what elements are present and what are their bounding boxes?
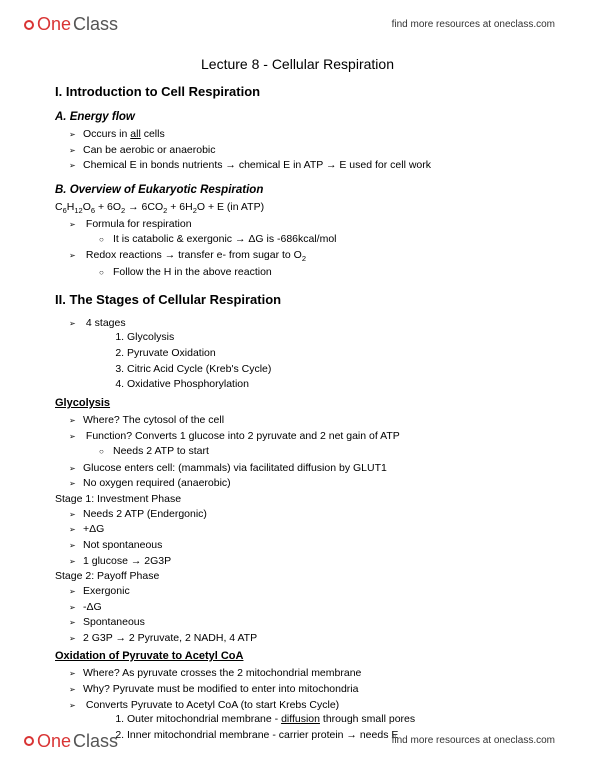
list-item: 1 glucose → 2G3P (83, 554, 540, 570)
list-item-text: Formula for respiration (86, 218, 192, 230)
respiration-formula: C6H12O6 + 6O2 → 6CO2 + 6H2O + E (in ATP) (55, 200, 540, 217)
list-item: Spontaneous (83, 615, 540, 631)
list-item: Redox reactions → transfer e- from sugar… (83, 248, 540, 281)
document-body: Lecture 8 - Cellular Respiration I. Intr… (0, 45, 595, 744)
section-1a-list: Occurs in all cells Can be aerobic or an… (83, 127, 540, 174)
brand-part1: One (37, 729, 71, 754)
section-1b-list: Formula for respiration It is catabolic … (83, 217, 540, 282)
list-item: Chemical E in bonds nutrients → chemical… (83, 158, 540, 174)
numbered-item: Oxidative Phosphorylation (127, 377, 540, 393)
list-item-text: 4 stages (86, 317, 126, 329)
sublist-item: It is catabolic & exergonic → ΔG is -686… (113, 232, 540, 248)
section-1b-heading: B. Overview of Eukaryotic Respiration (55, 182, 540, 198)
list-item-text: Function? Converts 1 glucose into 2 pyru… (86, 430, 400, 442)
section-1a-heading: A. Energy flow (55, 109, 540, 125)
list-item: Why? Pyruvate must be modified to enter … (83, 682, 540, 698)
glyco-stage1-label: Stage 1: Investment Phase (55, 492, 540, 507)
list-item: Exergonic (83, 584, 540, 600)
list-item: 2 G3P → 2 Pyruvate, 2 NADH, 4 ATP (83, 631, 540, 647)
numbered-item: Pyruvate Oxidation (127, 346, 540, 362)
brand-logo: OneClass (24, 12, 118, 37)
glyco-stage2-list: Exergonic -ΔG Spontaneous 2 G3P → 2 Pyru… (83, 584, 540, 647)
list-item: No oxygen required (anaerobic) (83, 476, 540, 492)
logo-circle-icon (24, 20, 34, 30)
sublist-item: Needs 2 ATP to start (113, 444, 540, 460)
sublist-item: Follow the H in the above reaction (113, 265, 540, 281)
stages-intro-list: 4 stages Glycolysis Pyruvate Oxidation C… (83, 316, 540, 394)
oxidation-heading: Oxidation of Pyruvate to Acetyl CoA (55, 649, 540, 664)
footer-tagline: find more resources at oneclass.com (392, 734, 555, 748)
list-item: Where? As pyruvate crosses the 2 mitocho… (83, 666, 540, 682)
list-item: +ΔG (83, 522, 540, 538)
glyco-stage1-list: Needs 2 ATP (Endergonic) +ΔG Not spontan… (83, 507, 540, 570)
list-item: Needs 2 ATP (Endergonic) (83, 507, 540, 523)
page-header: OneClass find more resources at oneclass… (0, 0, 595, 45)
list-item: Function? Converts 1 glucose into 2 pyru… (83, 429, 540, 460)
numbered-item: Citric Acid Cycle (Kreb's Cycle) (127, 362, 540, 378)
list-item: Occurs in all cells (83, 127, 540, 143)
glycolysis-heading: Glycolysis (55, 396, 540, 411)
brand-logo-footer: OneClass (24, 729, 118, 754)
glyco-stage2-label: Stage 2: Payoff Phase (55, 569, 540, 584)
list-item: -ΔG (83, 600, 540, 616)
section-2-heading: II. The Stages of Cellular Respiration (55, 291, 540, 309)
glycolysis-list: Where? The cytosol of the cell Function?… (83, 413, 540, 491)
brand-part2: Class (73, 729, 118, 754)
page-footer: OneClass find more resources at oneclass… (0, 717, 595, 762)
document-title: Lecture 8 - Cellular Respiration (55, 55, 540, 75)
list-item: 4 stages Glycolysis Pyruvate Oxidation C… (83, 316, 540, 394)
brand-part1: One (37, 12, 71, 37)
logo-circle-icon (24, 736, 34, 746)
list-item: Formula for respiration It is catabolic … (83, 217, 540, 248)
list-item-text: Redox reactions → transfer e- from sugar… (86, 249, 306, 261)
list-item-text: Converts Pyruvate to Acetyl CoA (to star… (86, 699, 339, 711)
list-item: Can be aerobic or anaerobic (83, 143, 540, 159)
list-item: Not spontaneous (83, 538, 540, 554)
brand-part2: Class (73, 12, 118, 37)
list-item: Where? The cytosol of the cell (83, 413, 540, 429)
section-1-heading: I. Introduction to Cell Respiration (55, 83, 540, 101)
numbered-item: Glycolysis (127, 330, 540, 346)
header-tagline: find more resources at oneclass.com (392, 18, 555, 32)
list-item: Glucose enters cell: (mammals) via facil… (83, 461, 540, 477)
